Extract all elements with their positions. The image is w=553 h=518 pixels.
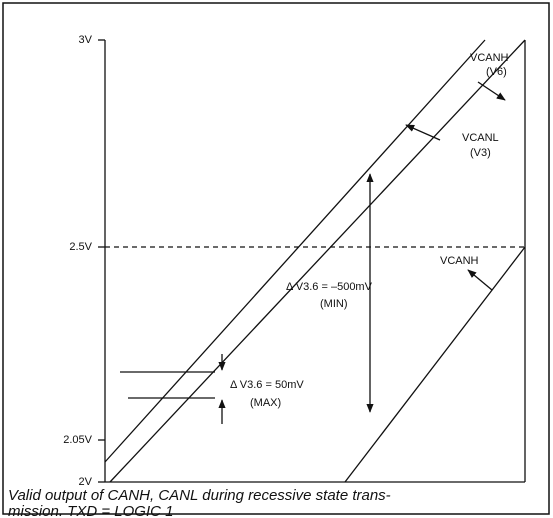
annotation: Δ V3.6 = 50mV — [230, 379, 304, 391]
tick-label: 2.5V — [69, 241, 92, 253]
tick-label: 2V — [79, 476, 93, 488]
canl-line — [109, 39, 526, 483]
tick-label: 2.05V — [63, 434, 92, 446]
annotation: (V6) — [486, 66, 507, 78]
annotation: Δ V3.6 = –500mV — [286, 281, 373, 293]
annotation: (MIN) — [320, 298, 348, 310]
arrow — [467, 269, 493, 291]
caption: mission. TXD = LOGIC 1 — [8, 503, 173, 518]
annotation: VCANH — [470, 52, 509, 64]
canh-line — [104, 39, 486, 463]
arrow — [405, 124, 441, 141]
annotation: VCANL — [462, 132, 499, 144]
annotation: VCANH — [440, 255, 479, 267]
canh-low-line — [344, 246, 526, 483]
annotation: (MAX) — [250, 397, 281, 409]
tick-label: 3V — [79, 34, 93, 46]
annotation: (V3) — [470, 147, 491, 159]
plot — [98, 39, 526, 483]
arrow — [477, 81, 506, 101]
caption: Valid output of CANH, CANL during recess… — [8, 487, 391, 504]
